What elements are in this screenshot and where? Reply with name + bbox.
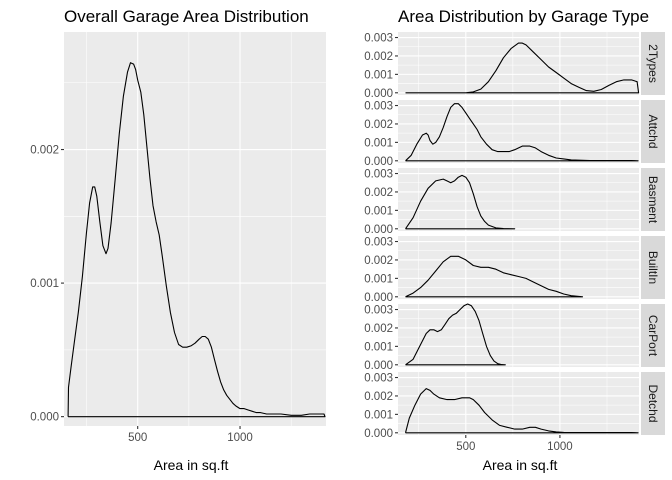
facet-carport-y-tick-label: 0.000 (364, 360, 393, 372)
facet-builtin-panel-bg (398, 236, 639, 299)
faceted-chart-title: Area Distribution by Garage Type (398, 7, 649, 26)
overall-y-tick-label: 0.000 (30, 412, 59, 424)
facet-basment-y-tick-label: 0.000 (364, 224, 393, 236)
facet-carport-y-tick-label: 0.001 (364, 341, 393, 353)
facet-basment-strip-bg (641, 168, 665, 231)
overall-x-tick-label: 500 (128, 432, 147, 444)
facet-2types-y-tick-label: 0.001 (364, 69, 393, 81)
facet-detchd-y-tick-label: 0.000 (364, 428, 393, 440)
facet-carport-y-tick-label: 0.002 (364, 323, 393, 335)
facet-2types-y-tick-label: 0.000 (364, 88, 393, 100)
facet-builtin-y-tick-label: 0.000 (364, 292, 393, 304)
overall-panel-bg (64, 32, 326, 426)
facet-carport-y-tick-label: 0.003 (364, 305, 393, 317)
facet-detchd-x-tick-label: 1000 (547, 441, 573, 453)
facet-2types-y-tick-label: 0.002 (364, 51, 393, 63)
facet-basment-density-line (405, 174, 516, 230)
facet-basment-y-tick-label: 0.002 (364, 187, 393, 199)
overall-y-tick-label: 0.002 (30, 145, 59, 157)
facet-2types-y-tick-label: 0.003 (364, 33, 393, 45)
facet-attchd-density-line (405, 103, 639, 162)
facet-carport-strip-bg (641, 304, 665, 367)
facet-builtin-strip-label: BuiltIn (646, 251, 660, 284)
facet-builtin-y-tick-label: 0.001 (364, 273, 393, 285)
facet-builtin-y-tick-label: 0.002 (364, 255, 393, 267)
facet-builtin-strip-bg (641, 236, 665, 299)
facet-detchd-strip-bg (641, 372, 665, 435)
facet-carport-strip-label: CarPort (646, 315, 660, 357)
overall-x-tick-label: 1000 (227, 432, 253, 444)
overall-chart-title: Overall Garage Area Distribution (64, 7, 309, 26)
facet-2types-density-line (405, 42, 640, 94)
facet-carport-density-line (405, 303, 506, 366)
overall-y-tick-label: 0.001 (30, 278, 59, 290)
facet-attchd-strip-label: Attchd (646, 114, 660, 148)
facet-detchd-y-tick-label: 0.002 (364, 391, 393, 403)
overall-x-axis-title: Area in sq.ft (154, 457, 229, 473)
facet-2types-strip-label: 2Types (646, 44, 660, 83)
facet-attchd-panel-bg (398, 100, 639, 163)
faceted-x-axis-title: Area in sq.ft (483, 457, 558, 473)
faceted-density-chart: 0.000 0.001 0.002 0.003 2Types 0.000 0.001 0.00… (364, 32, 665, 453)
facet-basment-y-tick-label: 0.001 (364, 205, 393, 217)
facet-carport-panel-bg (398, 304, 639, 367)
facet-2types-strip-bg (641, 32, 665, 95)
facet-builtin-density-line (405, 255, 584, 298)
facet-detchd-panel-bg (398, 372, 639, 435)
facet-detchd-x-tick-label: 500 (456, 441, 475, 453)
facet-attchd-y-tick-label: 0.000 (364, 156, 393, 168)
facet-builtin-y-tick-label: 0.003 (364, 237, 393, 249)
facet-detchd-density-line (404, 388, 639, 434)
facet-2types-panel-bg (398, 32, 639, 95)
facet-basment-strip-label: Basment (646, 176, 660, 224)
facet-detchd-y-tick-label: 0.001 (364, 409, 393, 421)
facet-basment-panel-bg (398, 168, 639, 231)
facet-basment-y-tick-label: 0.003 (364, 169, 393, 181)
facet-attchd-y-tick-label: 0.003 (364, 101, 393, 113)
facet-detchd-y-tick-label: 0.003 (364, 373, 393, 385)
facet-attchd-strip-bg (641, 100, 665, 163)
facet-attchd-y-tick-label: 0.002 (364, 119, 393, 131)
overall-density-line (67, 62, 326, 418)
facet-attchd-y-tick-label: 0.001 (364, 137, 393, 149)
facet-detchd-strip-label: Detchd (646, 384, 660, 422)
overall-density-chart: 0.000 0.001 0.002 500 1000 (30, 32, 326, 444)
